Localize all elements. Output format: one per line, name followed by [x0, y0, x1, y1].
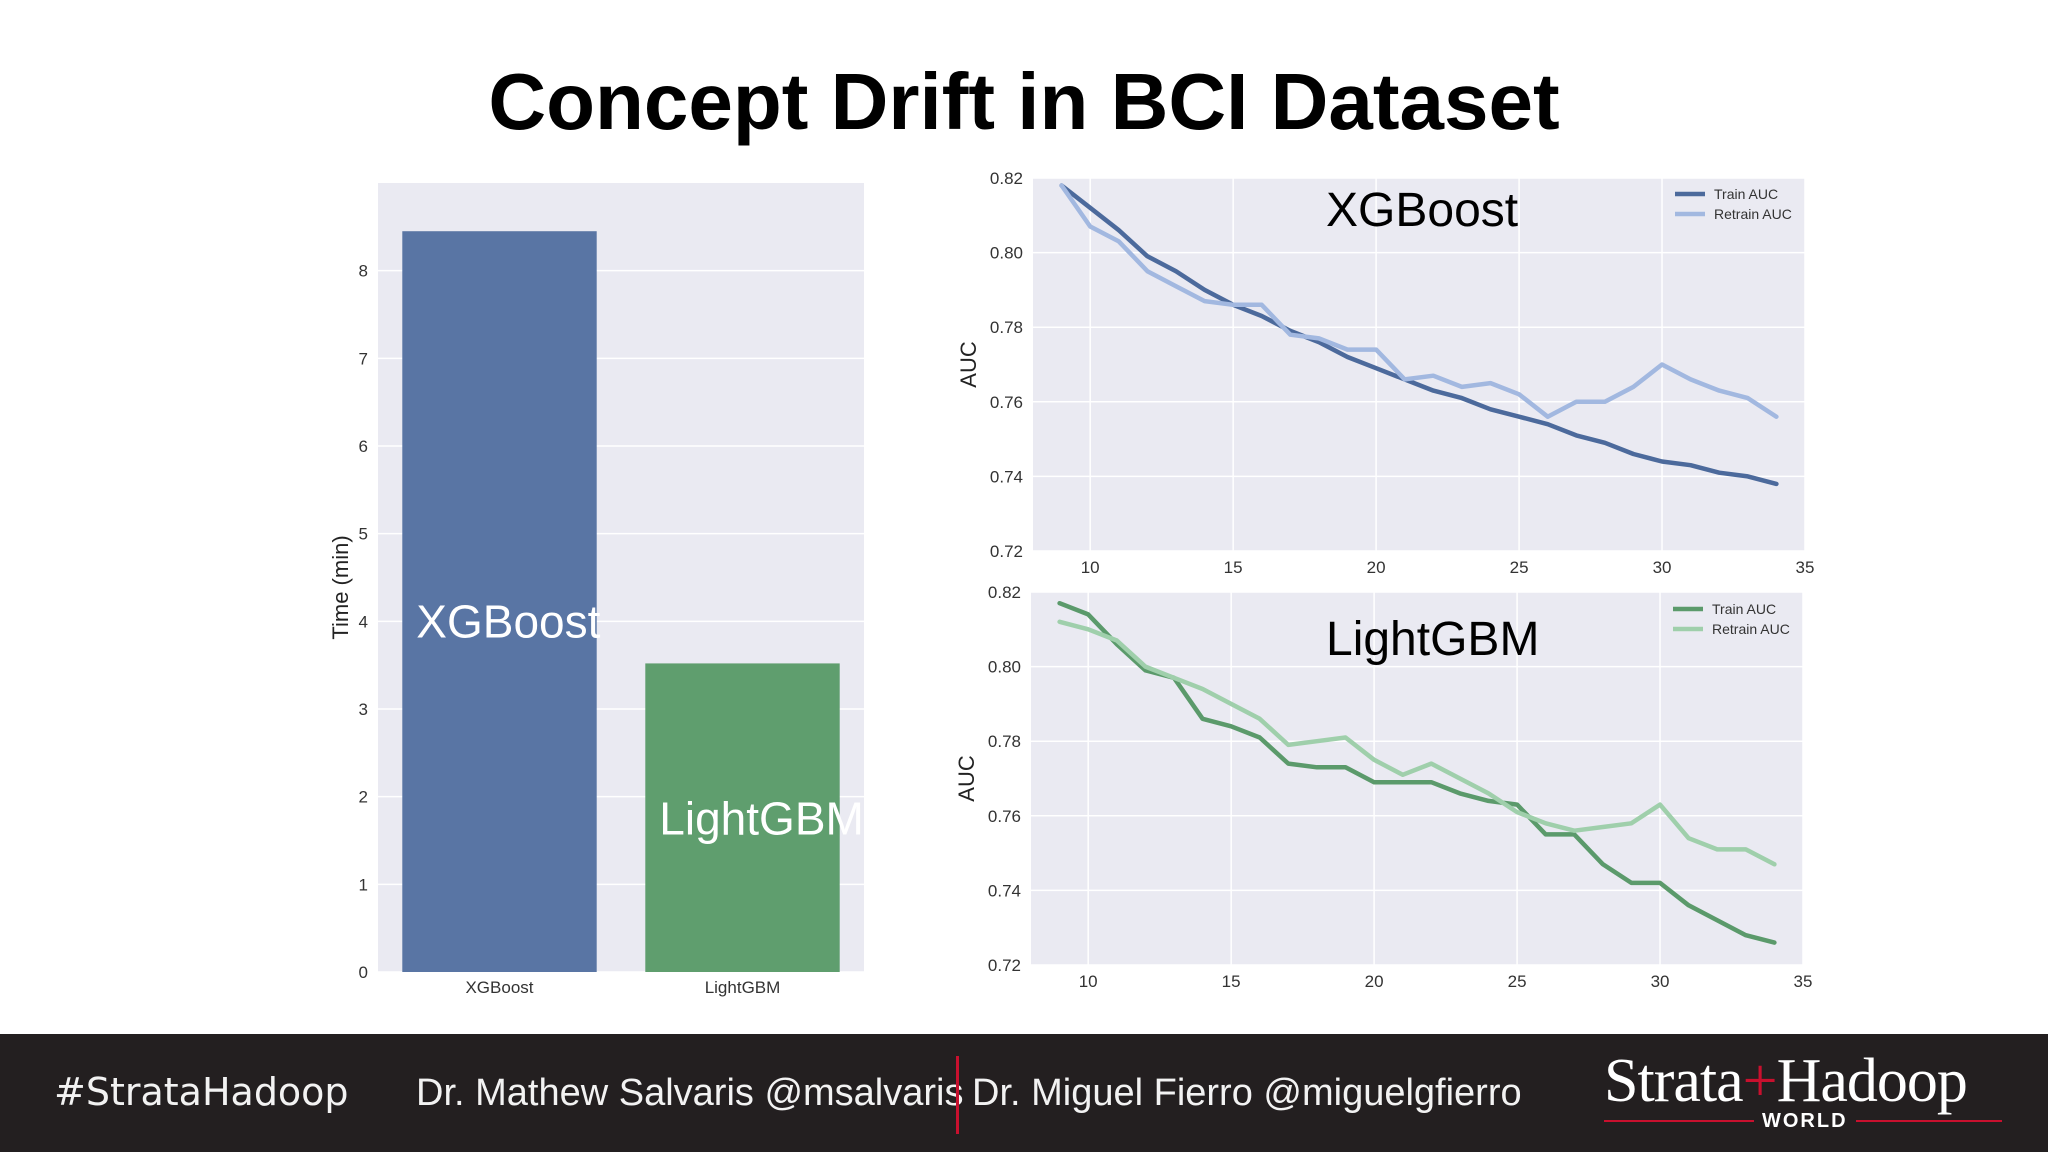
y-tick-label: 0.82: [990, 169, 1023, 188]
y-tick-label: 0.82: [988, 583, 1021, 602]
hashtag: #StrataHadoop: [54, 1070, 349, 1114]
brand-world: WORLD: [1762, 1110, 1848, 1132]
y-tick-label: 4: [359, 612, 368, 631]
x-tick-label: 25: [1508, 972, 1527, 991]
y-axis-label: AUC: [954, 755, 979, 802]
x-tick-label: 15: [1222, 972, 1241, 991]
y-tick-label: 0.76: [990, 393, 1023, 412]
x-tick-label: LightGBM: [705, 978, 781, 997]
x-tick-label: 20: [1367, 558, 1386, 577]
y-tick-label: 0.80: [990, 244, 1023, 263]
legend-label: Retrain AUC: [1712, 621, 1790, 637]
y-axis-label: Time (min): [328, 535, 353, 639]
y-tick-label: 0.78: [990, 318, 1023, 337]
x-tick-label: 10: [1081, 558, 1100, 577]
bar-annotation: LightGBM: [659, 793, 864, 845]
plot-area: [1031, 592, 1803, 965]
y-tick-label: 0.74: [988, 881, 1021, 900]
line-chart-lightgbm: 10 15 20 25 30 35 0.72 0.74 0.76 0.78 0.80 0.82 AUC L…: [954, 583, 1813, 991]
x-tick-label: 35: [1796, 558, 1815, 577]
y-tick-label: 2: [359, 788, 368, 807]
x-tick-label: 15: [1224, 558, 1243, 577]
bar: [402, 231, 597, 972]
y-tick-label: 8: [359, 262, 368, 281]
slide-title: Concept Drift in BCI Dataset: [488, 57, 1560, 146]
y-tick-label: 0.76: [988, 807, 1021, 826]
x-tick-label: 30: [1651, 972, 1670, 991]
y-tick-label: 0.78: [988, 732, 1021, 751]
legend-label: Train AUC: [1712, 601, 1776, 617]
y-tick-label: 5: [359, 525, 368, 544]
x-tick-label: 30: [1653, 558, 1672, 577]
series-line: [1059, 183, 1779, 487]
brand-wordmark: Strata+Hadoop: [1604, 1046, 1968, 1117]
x-tick-label: XGBoost: [465, 978, 533, 997]
brand-line-right: [1856, 1120, 2002, 1122]
strata-hadoop-logo: Strata+Hadoop WORLD: [1604, 1046, 2004, 1132]
author-right: Dr. Miguel Fierro @miguelgfierro: [972, 1072, 1522, 1114]
y-tick-label: 6: [359, 437, 368, 456]
legend-label: Train AUC: [1714, 186, 1778, 202]
y-tick-label: 0.74: [990, 467, 1023, 486]
series-line: [1057, 600, 1777, 945]
bar-chart: 0 1 2 3 4 5 6 7 8 XGBoost LightGBM XGBoost LightGBM T…: [328, 183, 864, 997]
author-left: Dr. Mathew Salvaris @msalvaris: [416, 1072, 964, 1114]
x-tick-label: 10: [1079, 972, 1098, 991]
bar-annotation: XGBoost: [416, 595, 600, 647]
footer-bar: [0, 1034, 2048, 1152]
line-chart-xgboost: 10 15 20 25 30 35 0.72 0.74 0.76 0.78 0.80 0.82 AUC X…: [956, 169, 1815, 577]
legend-label: Retrain AUC: [1714, 206, 1792, 222]
chart-annotation: XGBoost: [1326, 184, 1518, 237]
y-tick-label: 1: [359, 875, 368, 894]
brand-plus: +: [1742, 1047, 1778, 1115]
bar: [645, 663, 840, 972]
brand-left: Strata: [1604, 1047, 1744, 1115]
x-tick-label: 20: [1365, 972, 1384, 991]
footer-divider: [956, 1056, 959, 1134]
y-tick-label: 7: [359, 349, 368, 368]
x-tick-label: 25: [1510, 558, 1529, 577]
y-tick-label: 0.80: [988, 658, 1021, 677]
brand-line-left: [1604, 1120, 1754, 1122]
y-axis-label: AUC: [956, 341, 981, 388]
series-line: [1059, 183, 1779, 419]
x-tick-label: 35: [1794, 972, 1813, 991]
y-tick-label: 0.72: [990, 542, 1023, 561]
y-tick-label: 0: [359, 963, 368, 982]
chart-annotation: LightGBM: [1326, 613, 1539, 666]
plot-area: [1033, 178, 1805, 551]
series-line: [1057, 619, 1777, 867]
y-tick-label: 3: [359, 700, 368, 719]
y-tick-label: 0.72: [988, 956, 1021, 975]
brand-right: Hadoop: [1776, 1047, 1968, 1115]
